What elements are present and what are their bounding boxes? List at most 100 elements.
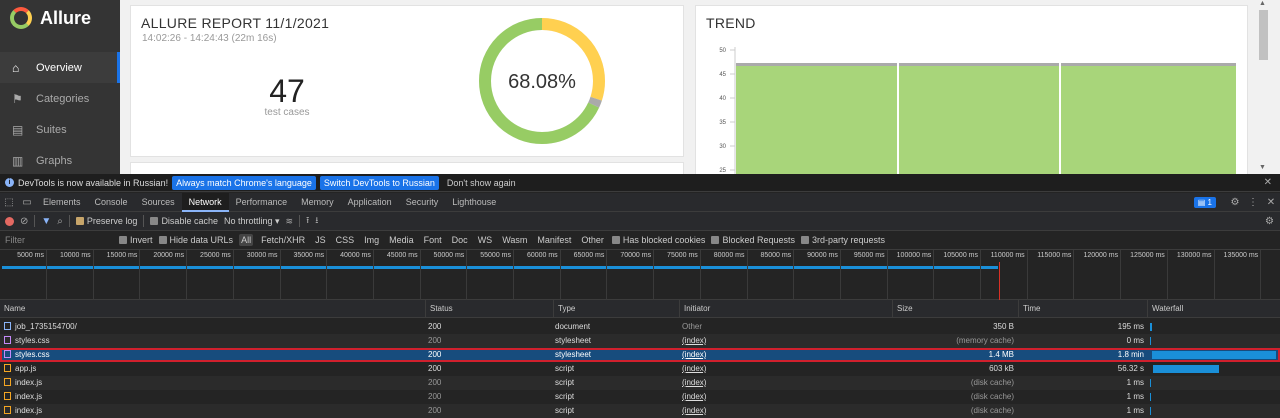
row-size: (memory cache) xyxy=(956,336,1014,345)
tab-performance[interactable]: Performance xyxy=(235,196,288,207)
close-icon[interactable]: ✕ xyxy=(1263,177,1272,188)
timeline-tick-label: 40000 ms xyxy=(340,252,371,259)
import-har-icon[interactable]: ⭱ xyxy=(306,215,310,225)
invert-checkbox[interactable]: Invert xyxy=(119,235,153,245)
row-type: stylesheet xyxy=(555,350,592,359)
row-initiator-link[interactable]: (index) xyxy=(682,392,707,401)
table-row[interactable]: index.js 200 script (index) (disk cache)… xyxy=(0,404,1280,418)
row-initiator-link[interactable]: (index) xyxy=(682,378,707,387)
match-language-button[interactable]: Always match Chrome's language xyxy=(172,175,316,190)
hide-data-urls-checkbox[interactable]: Hide data URLs xyxy=(158,235,233,245)
network-overview-timeline[interactable]: 5000 ms 10000 ms 15000 ms 20000 ms 25000 ms 3… xyxy=(0,250,1280,300)
filter-type-css[interactable]: CSS xyxy=(335,235,355,245)
row-status: 200 xyxy=(428,364,442,373)
throttling-select[interactable]: No throttling ▾ xyxy=(223,215,280,227)
filter-type-wasm[interactable]: Wasm xyxy=(502,235,528,245)
trend-chart[interactable]: 50 45 40 35 30 25 xyxy=(706,42,1241,174)
row-name-text: index.js xyxy=(15,392,43,401)
filter-input[interactable]: Filter xyxy=(5,234,25,245)
brand-name: Allure xyxy=(40,7,92,28)
search-icon[interactable]: ⌕ xyxy=(57,215,63,227)
tab-elements[interactable]: Elements xyxy=(43,196,81,207)
table-row[interactable]: job_1735154700/ 200 document Other 350 B… xyxy=(0,320,1280,334)
row-name: app.js xyxy=(4,362,36,376)
filter-type-font[interactable]: Font xyxy=(423,235,442,245)
table-row[interactable]: index.js 200 script (index) (disk cache)… xyxy=(0,390,1280,404)
waterfall-bar xyxy=(1150,407,1151,415)
row-name-text: app.js xyxy=(15,364,37,373)
export-har-icon[interactable]: ⭳ xyxy=(315,215,319,225)
filter-type-img[interactable]: Img xyxy=(364,235,380,245)
third-party-checkbox[interactable]: 3rd-party requests xyxy=(800,235,885,245)
tab-memory[interactable]: Memory xyxy=(301,196,334,207)
column-header-name[interactable]: Name xyxy=(4,304,26,313)
nav-item-suites[interactable]: ▤ Suites xyxy=(0,114,120,145)
filter-type-fetch-xhr[interactable]: Fetch/XHR xyxy=(261,235,306,245)
tab-network[interactable]: Network xyxy=(181,192,229,212)
filter-type-manifest[interactable]: Manifest xyxy=(537,235,572,245)
timeline-tick xyxy=(606,250,608,300)
filter-type-other[interactable]: Other xyxy=(581,235,604,245)
table-row[interactable]: app.js 200 script (index) 603 kB 56.32 s xyxy=(0,362,1280,376)
filter-type-media[interactable]: Media xyxy=(389,235,414,245)
scroll-thumb[interactable] xyxy=(1259,10,1268,60)
settings-gear-icon[interactable]: ⚙ xyxy=(1230,197,1240,208)
row-initiator-link[interactable]: (index) xyxy=(682,336,707,345)
timeline-tick xyxy=(1026,250,1028,300)
timeline-tick xyxy=(886,250,888,300)
has-blocked-cookies-checkbox[interactable]: Has blocked cookies xyxy=(611,235,705,245)
disable-cache-checkbox[interactable]: Disable cache xyxy=(150,216,218,226)
tab-console[interactable]: Console xyxy=(94,196,128,207)
switch-language-button[interactable]: Switch DevTools to Russian xyxy=(319,175,439,190)
column-header-time[interactable]: Time xyxy=(1018,300,1147,318)
table-row[interactable]: styles.css 200 stylesheet (index) (memor… xyxy=(0,334,1280,348)
timeline-tick xyxy=(326,250,328,300)
record-icon[interactable] xyxy=(5,216,14,226)
tab-sources[interactable]: Sources xyxy=(141,196,175,207)
close-devtools-icon[interactable]: ✕ xyxy=(1266,197,1276,208)
row-initiator-link[interactable]: (index) xyxy=(682,364,707,373)
nav-item-overview[interactable]: ⌂ Overview xyxy=(0,52,120,83)
device-toolbar-icon[interactable]: ▭ xyxy=(22,196,32,208)
stylesheet-file-icon xyxy=(4,350,11,358)
filter-type-doc[interactable]: Doc xyxy=(451,235,468,245)
waterfall-bar xyxy=(1150,323,1152,331)
allure-logo[interactable]: Allure xyxy=(0,0,120,36)
table-row-selected[interactable]: styles.css 200 stylesheet (index) 1.4 MB… xyxy=(0,348,1280,362)
scroll-down-icon[interactable]: ▼ xyxy=(1259,164,1266,171)
inspect-element-icon[interactable]: ⬚ xyxy=(4,196,14,208)
nav-item-graphs[interactable]: ▥ Graphs xyxy=(0,145,120,174)
clear-icon[interactable]: ⊘ xyxy=(20,215,29,227)
donut-broken-segment[interactable] xyxy=(479,18,605,144)
dont-show-again-button[interactable]: Don't show again xyxy=(446,177,516,188)
column-header-size[interactable]: Size xyxy=(892,300,1018,318)
tab-security[interactable]: Security xyxy=(405,196,439,207)
table-row[interactable]: index.js 200 script (index) (disk cache)… xyxy=(0,376,1280,390)
filter-icon[interactable]: ▼ xyxy=(41,215,52,227)
column-header-status[interactable]: Status xyxy=(425,300,553,318)
tab-lighthouse[interactable]: Lighthouse xyxy=(452,196,497,207)
row-initiator-link[interactable]: (index) xyxy=(682,406,707,415)
nav-item-categories[interactable]: ⚑ Categories xyxy=(0,83,120,114)
filter-type-all[interactable]: All xyxy=(239,234,254,246)
column-header-type[interactable]: Type xyxy=(553,300,679,318)
more-options-icon[interactable]: ⋮ xyxy=(1248,197,1258,208)
blocked-requests-checkbox[interactable]: Blocked Requests xyxy=(711,235,795,245)
preserve-log-checkbox[interactable]: Preserve log xyxy=(75,216,137,226)
wifi-icon[interactable]: ≋ xyxy=(285,215,294,226)
column-header-waterfall[interactable]: Waterfall xyxy=(1147,300,1280,318)
network-settings-gear-icon[interactable]: ⚙ xyxy=(1265,215,1274,227)
trend-y-tick: 25 xyxy=(719,168,726,174)
filter-type-js[interactable]: JS xyxy=(315,235,326,245)
row-initiator-link[interactable]: (index) xyxy=(682,350,707,359)
issues-badge[interactable]: ▤ 1 xyxy=(1193,197,1216,208)
filter-type-ws[interactable]: WS xyxy=(477,235,493,245)
page-scrollbar[interactable]: ▲ ▼ xyxy=(1256,0,1280,174)
row-size: 350 B xyxy=(993,322,1014,331)
tab-application[interactable]: Application xyxy=(347,196,392,207)
status-donut[interactable]: 68.08% xyxy=(477,16,607,146)
scroll-up-icon[interactable]: ▲ xyxy=(1259,0,1266,7)
allure-logo-icon xyxy=(10,7,32,29)
report-time-range: 14:02:26 - 14:24:43 (22m 16s) xyxy=(142,33,277,44)
column-header-initiator[interactable]: Initiator xyxy=(679,300,892,318)
